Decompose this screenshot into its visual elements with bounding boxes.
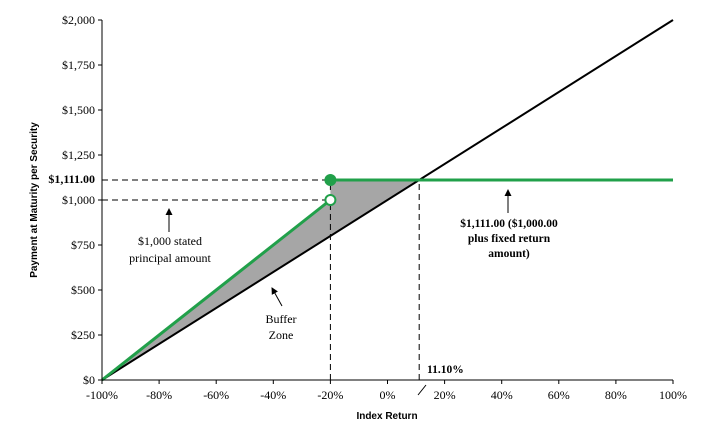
y-tick-label: $0 bbox=[83, 373, 95, 387]
buffer-zone-label-line1: Buffer bbox=[265, 312, 296, 326]
y-axis-title: Payment at Maturity per Security bbox=[29, 122, 40, 278]
breakeven-pointer bbox=[417, 384, 427, 396]
x-tick-label: -60% bbox=[203, 388, 229, 402]
x-tick-label: 0% bbox=[380, 388, 396, 402]
y-tick-label: $1,750 bbox=[62, 58, 95, 72]
x-tick-label: 20% bbox=[434, 388, 456, 402]
series-line-payoff-lower bbox=[101, 198, 332, 382]
y-tick-label-fixed-return: $1,111.00 bbox=[48, 172, 95, 186]
markers bbox=[324, 174, 337, 206]
x-tick-label: 60% bbox=[548, 388, 570, 402]
stated-principal-label-line2: principal amount bbox=[129, 251, 211, 265]
annotations: Payment at Maturity per Security Index R… bbox=[29, 122, 558, 422]
fixed-return-label-line2: plus fixed return bbox=[468, 233, 551, 245]
y-tick-label: $2,000 bbox=[62, 13, 95, 27]
x-tick-label: 100% bbox=[659, 388, 687, 402]
y-tick-label: $750 bbox=[71, 238, 95, 252]
breakeven-label: 11.10% bbox=[427, 364, 464, 376]
fixed-return-label-line1: $1,111.00 ($1,000.00 bbox=[460, 217, 558, 230]
marker-open bbox=[324, 194, 337, 206]
buffer-zone-label-line2: Zone bbox=[269, 328, 294, 342]
arrows bbox=[165, 189, 512, 396]
series-layer bbox=[101, 19, 674, 382]
x-tick-label: 40% bbox=[491, 388, 513, 402]
stated-principal-label-line1: $1,000 stated bbox=[138, 234, 202, 248]
x-axis-title: Index Return bbox=[356, 411, 417, 422]
buffer-zone-arrow bbox=[271, 287, 283, 307]
y-tick-label: $1,000 bbox=[62, 193, 95, 207]
y-tick-label: $1,250 bbox=[62, 148, 95, 162]
x-tick-label: -100% bbox=[86, 388, 118, 402]
y-tick-label: $250 bbox=[71, 328, 95, 342]
x-tick-label: -40% bbox=[260, 388, 286, 402]
axes: -100% -80% -60% -40% -20% 0% 20% 40% 60% 80% 100% $… bbox=[48, 13, 687, 402]
x-tick-label: -80% bbox=[146, 388, 172, 402]
marker-filled bbox=[324, 174, 337, 187]
x-tick-label: 80% bbox=[605, 388, 627, 402]
fixed-return-label-line3: amount) bbox=[488, 248, 530, 260]
reference-lines bbox=[102, 179, 420, 380]
y-tick-label: $500 bbox=[71, 283, 95, 297]
x-tick-label: -20% bbox=[317, 388, 343, 402]
series-line-index bbox=[101, 19, 674, 381]
y-tick-label: $1,500 bbox=[62, 103, 95, 117]
